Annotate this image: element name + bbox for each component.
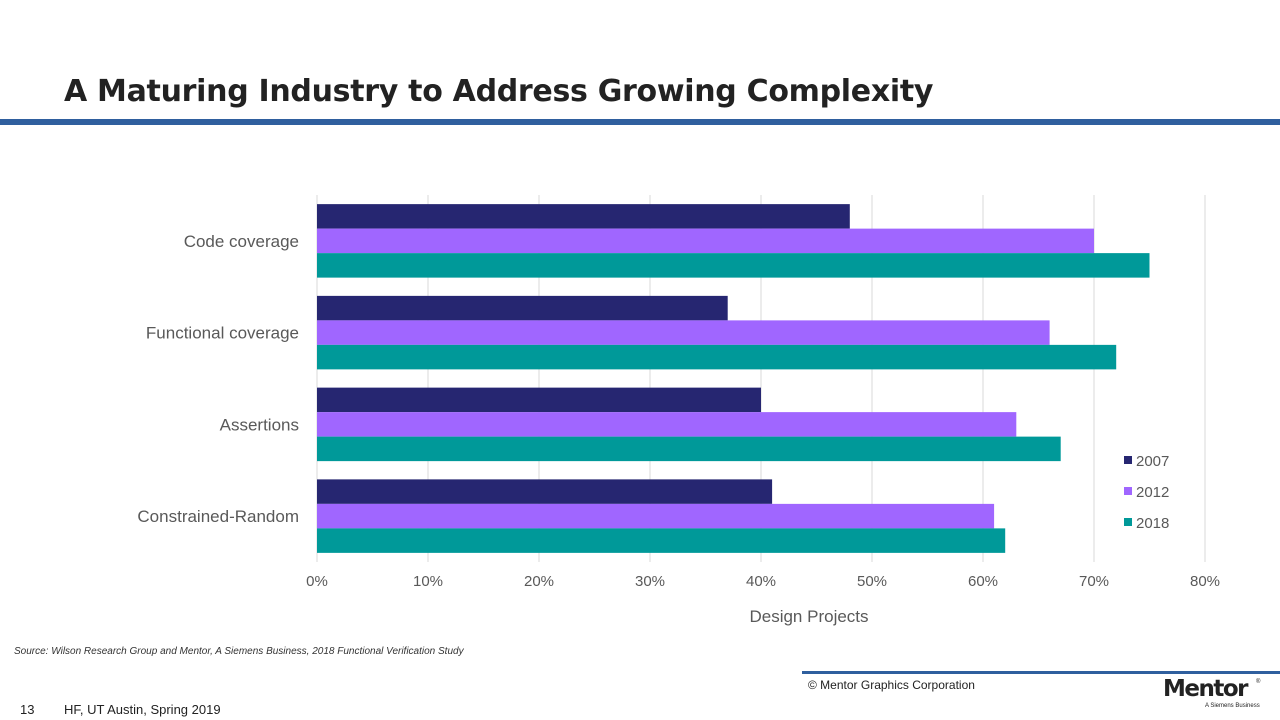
bar-2012	[317, 228, 1094, 254]
bar-2012	[317, 503, 995, 529]
x-tick-label: 60%	[968, 573, 998, 590]
logo-wordmark: Mentor	[1163, 676, 1249, 702]
slide-title: A Maturing Industry to Address Growing C…	[64, 74, 934, 109]
legend-label-2007: 2007	[1136, 453, 1169, 470]
x-tick-label: 50%	[857, 573, 887, 590]
source-note: Source: Wilson Research Group and Mentor…	[14, 646, 464, 657]
x-tick-label: 20%	[524, 573, 554, 590]
bar-2018	[317, 253, 1150, 278]
legend-swatch-2007	[1124, 456, 1132, 464]
x-tick-label: 10%	[413, 573, 443, 590]
x-tick-label: 0%	[306, 573, 328, 590]
bar-2018	[317, 528, 1006, 553]
x-tick-labels: 0% 10% 20% 30% 40% 50% 60% 70% 80%	[306, 573, 1220, 590]
legend-label-2018: 2018	[1136, 515, 1169, 532]
bar-2007	[317, 204, 850, 229]
x-tick-label: 70%	[1079, 573, 1109, 590]
category-label: Assertions	[220, 415, 299, 434]
logo-tagline: A Siemens Business	[1205, 703, 1260, 709]
footer-divider	[802, 671, 1280, 674]
bar-2018	[317, 344, 1117, 370]
title-divider	[0, 119, 1280, 125]
category-label: Functional coverage	[146, 324, 299, 343]
bar-2012	[317, 320, 1050, 345]
x-tick-label: 30%	[635, 573, 665, 590]
x-axis-title: Design Projects	[749, 607, 868, 626]
copyright-text: © Mentor Graphics Corporation	[808, 678, 975, 692]
bar-2007	[317, 479, 773, 504]
legend-swatch-2012	[1124, 487, 1132, 495]
bar-2018	[317, 436, 1061, 462]
category-label: Constrained-Random	[137, 507, 299, 526]
x-tick-label: 80%	[1190, 573, 1220, 590]
bar-2007	[317, 387, 761, 413]
course-label: HF, UT Austin, Spring 2019	[64, 702, 221, 717]
bar-2007	[317, 295, 728, 321]
bar-2012	[317, 412, 1017, 437]
category-labels: Code coverage Functional coverage Assertio…	[137, 232, 299, 526]
chart-legend: 2007 2012 2018	[1124, 453, 1169, 532]
legend-label-2012: 2012	[1136, 484, 1169, 501]
category-label: Code coverage	[184, 232, 299, 251]
logo-registered-mark: ®	[1256, 679, 1261, 685]
mentor-logo: Mentor ® A Siemens Business	[1163, 676, 1271, 712]
chart-bars	[317, 204, 1150, 553]
page-number: 13	[20, 702, 35, 717]
legend-swatch-2018	[1124, 518, 1132, 526]
x-tick-label: 40%	[746, 573, 776, 590]
